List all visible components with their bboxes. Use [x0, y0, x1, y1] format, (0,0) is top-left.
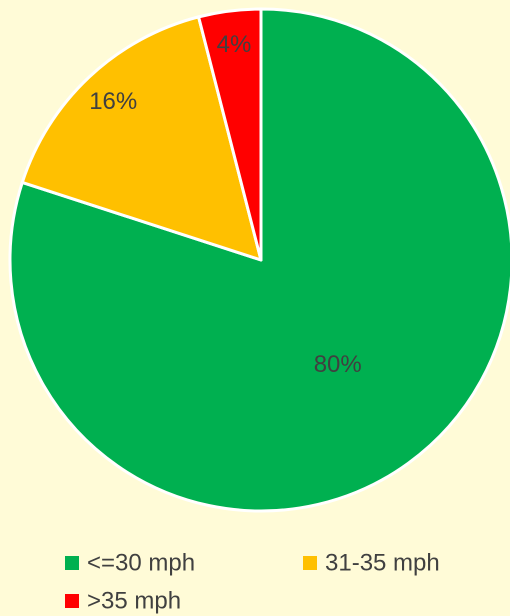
legend-label: 31-35 mph: [325, 549, 440, 576]
data-label: 16%: [89, 88, 137, 115]
legend-swatch: [303, 556, 317, 570]
legend-swatch: [65, 594, 79, 608]
legend-swatch: [65, 556, 79, 570]
legend-label: >35 mph: [87, 587, 181, 614]
pie-slice: [20, 15, 263, 262]
pie-slice: [197, 7, 263, 262]
data-label: 4%: [217, 31, 252, 58]
data-label: 80%: [314, 351, 362, 378]
legend-label: <=30 mph: [87, 549, 195, 576]
